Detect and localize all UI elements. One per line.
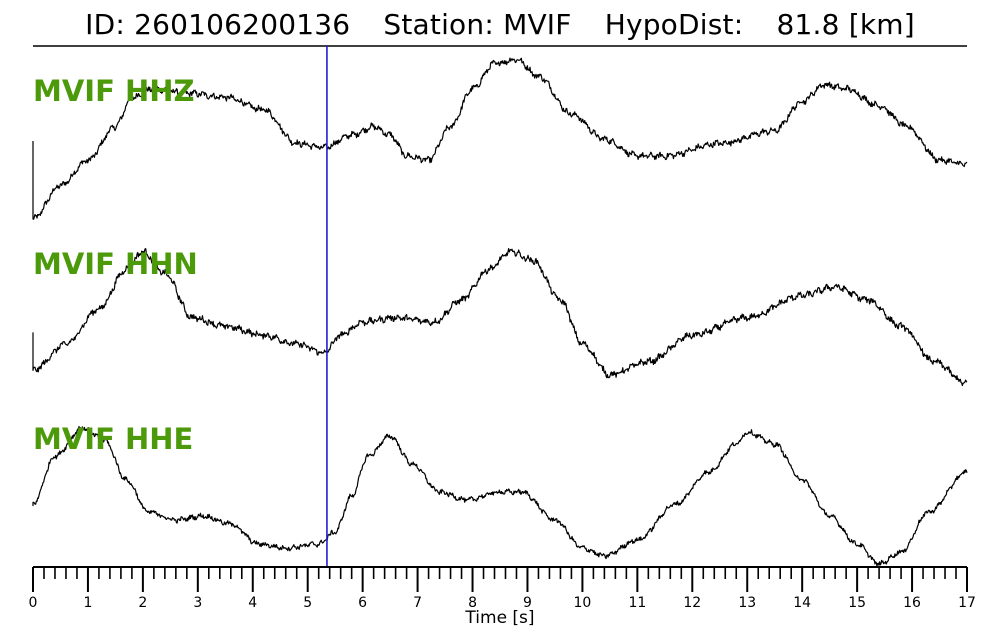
x-tick-label: 15 — [848, 595, 866, 611]
x-tick-label: 0 — [29, 595, 38, 611]
hypodist-value: 81.8 [km] — [776, 8, 915, 41]
x-tick-label: 11 — [628, 595, 646, 611]
x-tick-label: 14 — [793, 595, 811, 611]
station-label: Station: — [383, 8, 494, 41]
x-axis-label: Time [s] — [464, 608, 534, 628]
x-tick-label: 3 — [193, 595, 202, 611]
trace-group — [32, 57, 968, 567]
x-tick-label: 2 — [138, 595, 147, 611]
x-tick-label: 13 — [738, 595, 756, 611]
x-tick-label: 1 — [83, 595, 92, 611]
channel-label-mvif-hhe: MVIF HHE — [33, 422, 194, 456]
x-tick-label: 10 — [573, 595, 591, 611]
plot-title: ID: 260106200136 Station: MVIF HypoDist:… — [0, 8, 1000, 41]
channel-label-mvif-hhn: MVIF HHN — [33, 247, 198, 281]
x-tick-label: 4 — [248, 595, 257, 611]
x-tick-label: 9 — [523, 595, 532, 611]
event-id-value: 260106200136 — [134, 8, 351, 41]
x-tick-label: 8 — [468, 595, 477, 611]
channel-label-mvif-hhz: MVIF HHZ — [33, 74, 195, 108]
x-tick-label: 17 — [958, 595, 976, 611]
x-tick-label: 6 — [358, 595, 367, 611]
x-tick-label: 16 — [903, 595, 921, 611]
trace-mvif-hhe — [32, 425, 968, 567]
x-tick-label: 7 — [413, 595, 422, 611]
x-axis: 0 1 2 3 4 5 6 7 8 9 10 11 12 13 14 15 16 17 — [29, 566, 976, 611]
trace-mvif-hhz — [32, 57, 968, 220]
station-value: MVIF — [503, 8, 572, 41]
x-tick-label: 12 — [683, 595, 701, 611]
trace-mvif-hhn — [32, 247, 968, 387]
event-id-label: ID: — [85, 8, 125, 41]
hypodist-label: HypoDist: — [604, 8, 744, 41]
x-tick-label: 5 — [303, 595, 312, 611]
